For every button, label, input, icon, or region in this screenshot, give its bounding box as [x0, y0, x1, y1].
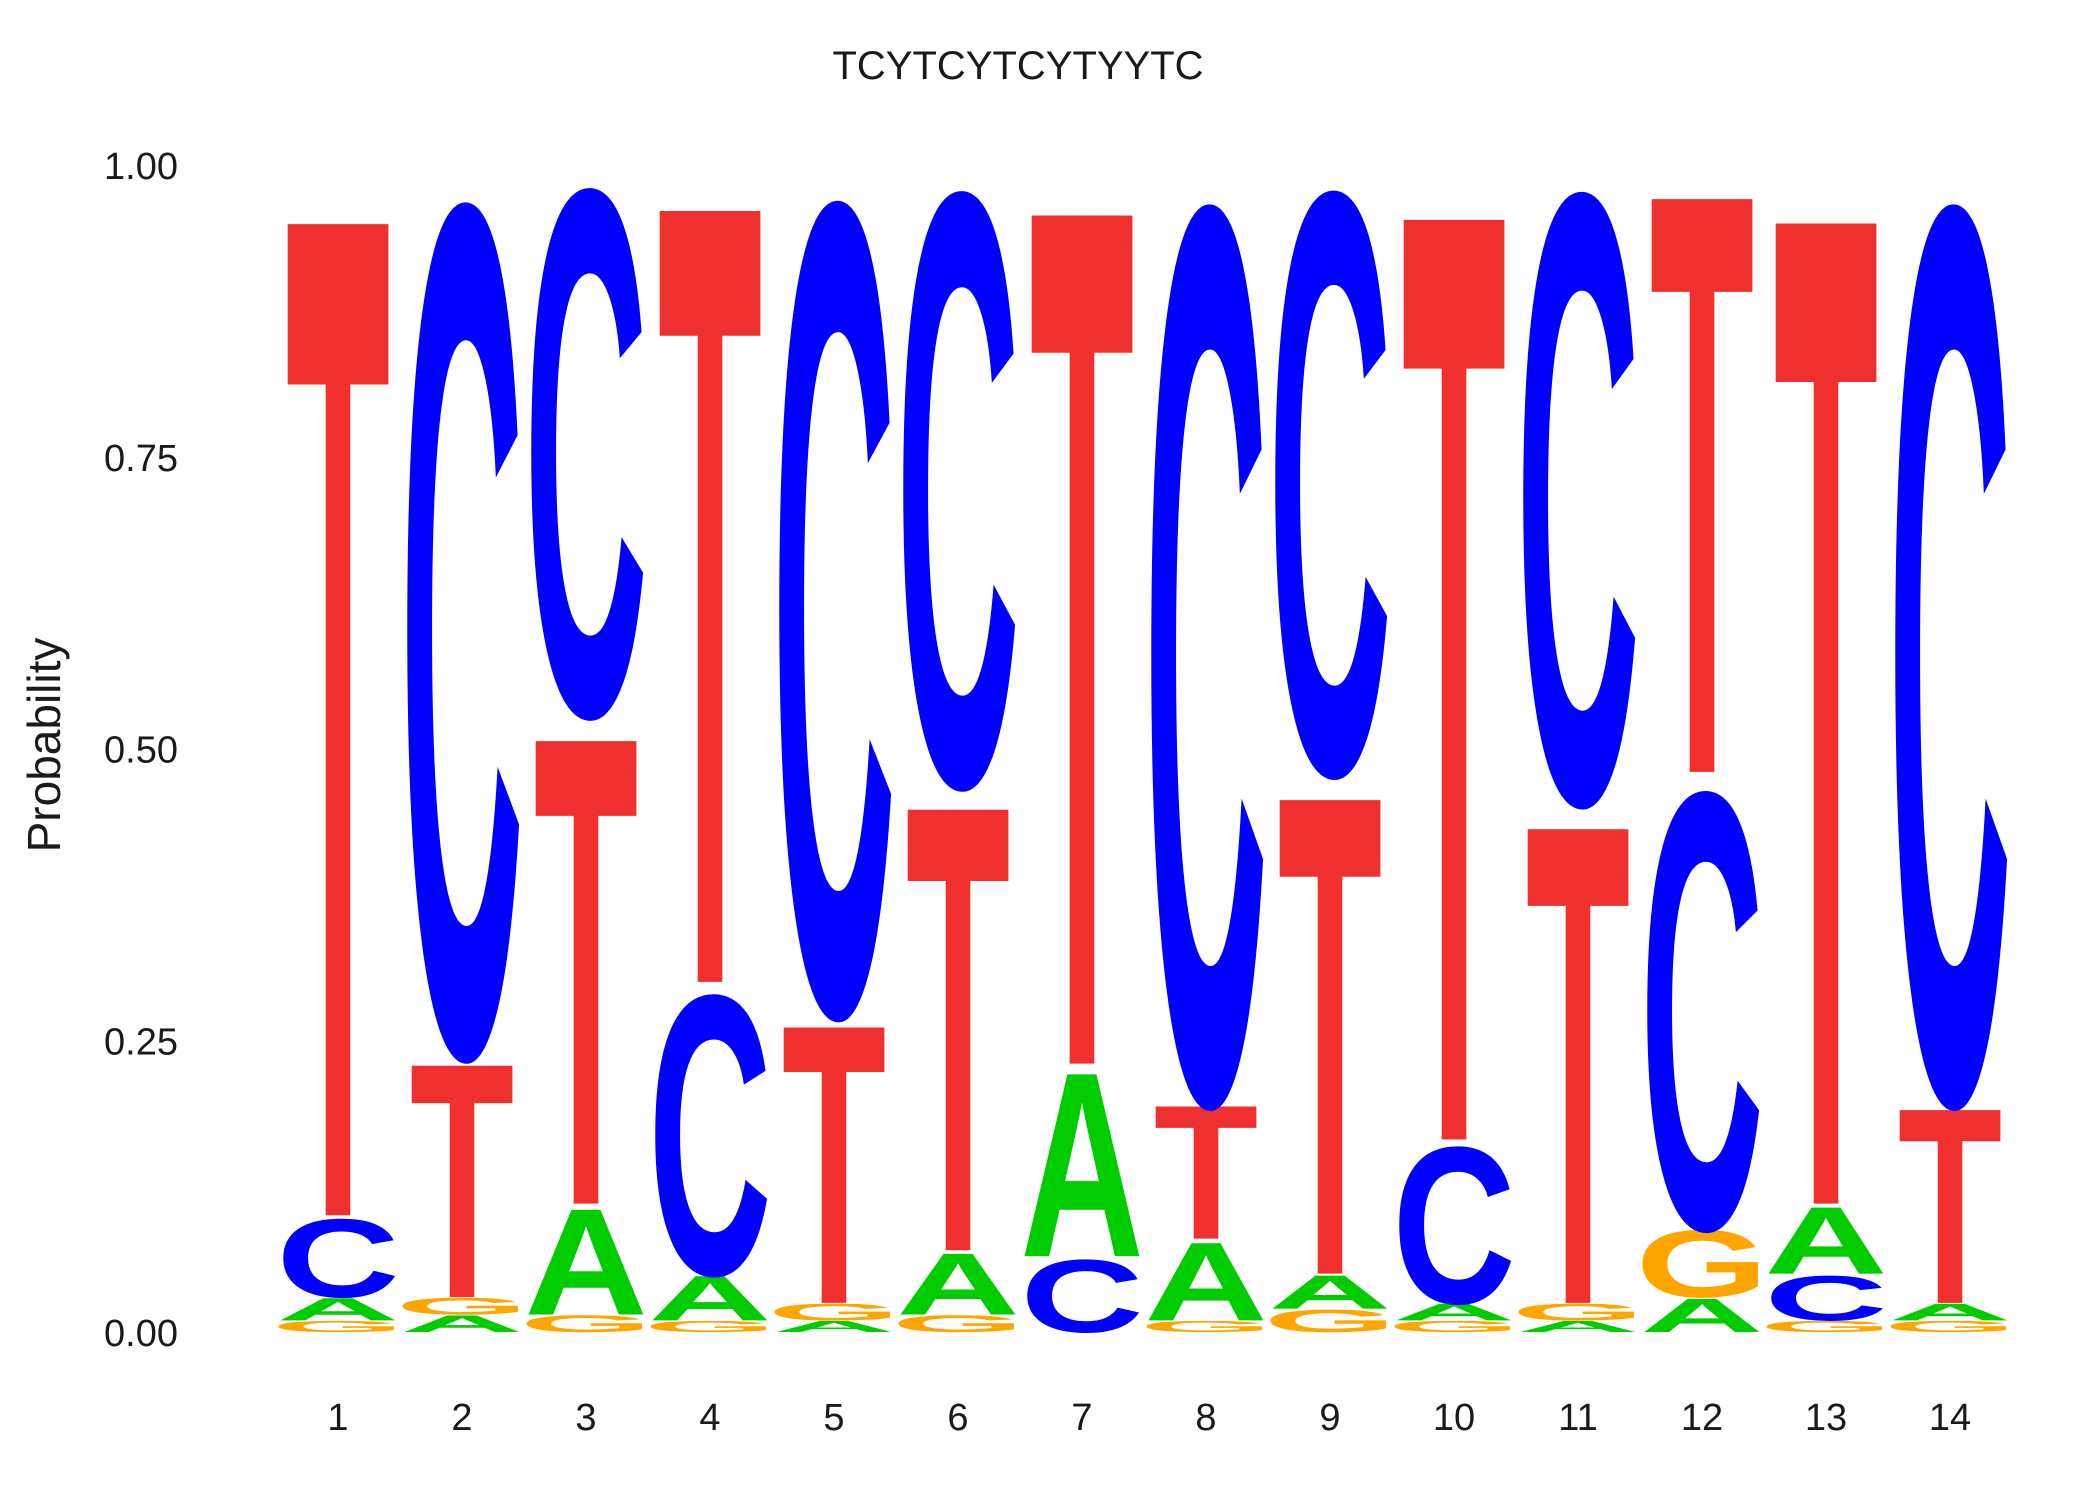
- logo-letter-g: G: [395, 1293, 528, 1320]
- logo-letter-t: T: [1898, 1051, 2002, 1364]
- y-tick-label: 0.00: [104, 1313, 178, 1355]
- x-tick-label: 4: [699, 1397, 720, 1439]
- logo-letter-g: G: [1387, 1318, 1520, 1336]
- x-tick-label: 7: [1071, 1397, 1092, 1439]
- logo-letter-a: A: [524, 1178, 647, 1347]
- logo-letter-g: G: [891, 1310, 1024, 1337]
- logo-letter-t: T: [1650, 20, 1754, 950]
- y-tick-label: 0.50: [104, 730, 178, 772]
- logo-letter-g: G: [767, 1299, 900, 1326]
- logo-letter-t: T: [782, 941, 886, 1388]
- x-tick-label: 13: [1805, 1397, 1847, 1439]
- logo-letter-g: G: [271, 1318, 404, 1336]
- logo-letter-c: C: [1640, 662, 1764, 1359]
- logo-letter-a: A: [1764, 1187, 1887, 1294]
- x-tick-label: 11: [1558, 1397, 1597, 1439]
- logo-letter-g: G: [643, 1318, 776, 1336]
- logo-letter-a: A: [1268, 1265, 1391, 1319]
- logo-letter-c: C: [400, 0, 524, 1311]
- y-axis-label: Probability: [18, 638, 70, 853]
- logo-letter-a: A: [1392, 1299, 1516, 1326]
- logo-letter-c: C: [1764, 1263, 1888, 1334]
- x-tick-label: 6: [947, 1397, 968, 1439]
- logo-letter-a: A: [1144, 1219, 1268, 1345]
- y-axis-ticks: 0.00 0.25 0.50 0.75 1.00: [104, 146, 178, 1355]
- logo-letter-a: A: [1888, 1299, 2012, 1326]
- logo-letter-g: G: [1883, 1318, 2016, 1336]
- logo-letter-t: T: [906, 672, 1010, 1387]
- logo-letter-g: G: [1263, 1303, 1396, 1339]
- x-tick-label: 12: [1681, 1397, 1723, 1439]
- logo-letter-g: G: [1635, 1210, 1768, 1317]
- logo-letter-t: T: [1030, 0, 1134, 1326]
- logo-letter-a: A: [400, 1310, 524, 1337]
- x-tick-label: 8: [1195, 1397, 1216, 1439]
- logo-letter-c: C: [1392, 1102, 1515, 1352]
- x-tick-label: 1: [327, 1397, 348, 1439]
- x-axis-ticks: 1 2 3 4 5 6 7 8 9 10 11 12 13 14: [327, 1397, 1971, 1439]
- logo-letter-c: C: [1888, 0, 2012, 1371]
- logo-letter-g: G: [1511, 1299, 1644, 1326]
- x-tick-label: 2: [451, 1397, 472, 1439]
- logo-letter-c: C: [1268, 20, 1392, 950]
- logo-letter-c: C: [524, 32, 648, 873]
- logo-letter-a: A: [772, 1318, 895, 1336]
- logo-letter-t: T: [1402, 0, 1506, 1423]
- logo-letter-a: A: [276, 1292, 399, 1328]
- logo-letter-a: A: [648, 1263, 772, 1334]
- logo-letter-a: A: [1020, 1019, 1144, 1313]
- logo-letter-t: T: [658, 0, 762, 1220]
- logo-letter-t: T: [1278, 652, 1382, 1421]
- x-tick-label: 9: [1319, 1397, 1340, 1439]
- x-tick-label: 5: [823, 1397, 844, 1439]
- logo-letter-a: A: [896, 1235, 1019, 1333]
- logo-letter-g: G: [1759, 1318, 1892, 1336]
- logo-letter-t: T: [534, 595, 638, 1346]
- x-tick-label: 3: [575, 1397, 596, 1439]
- y-tick-label: 0.75: [104, 438, 178, 480]
- y-tick-label: 0.25: [104, 1021, 178, 1063]
- logo-letter-c: C: [896, 15, 1020, 963]
- y-tick-label: 1.00: [104, 146, 178, 188]
- logo-letter-a: A: [1516, 1318, 1639, 1336]
- logo-letter-t: T: [1774, 0, 1878, 1500]
- logo-letter-c: C: [276, 1195, 400, 1321]
- logo-letter-a: A: [1640, 1288, 1763, 1342]
- logo-letter-t: T: [1154, 1064, 1258, 1279]
- logo-letter-g: G: [1139, 1318, 1272, 1336]
- logo-letter-c: C: [648, 912, 772, 1359]
- logo-letter-t: T: [1526, 681, 1630, 1450]
- logo-letter-c: C: [772, 0, 896, 1257]
- x-tick-label: 10: [1433, 1397, 1475, 1439]
- logo-letter-t: T: [286, 0, 390, 1500]
- logo-letter-c: C: [1516, 13, 1640, 987]
- logo-letter-t: T: [410, 993, 514, 1369]
- chart-title: TCYTCYTCYTYYTC: [832, 44, 1203, 88]
- logo-letter-g: G: [519, 1310, 652, 1337]
- logo-letter-c: C: [1020, 1238, 1144, 1354]
- logo-letter-c: C: [1144, 0, 1268, 1371]
- x-tick-label: 14: [1929, 1397, 1971, 1439]
